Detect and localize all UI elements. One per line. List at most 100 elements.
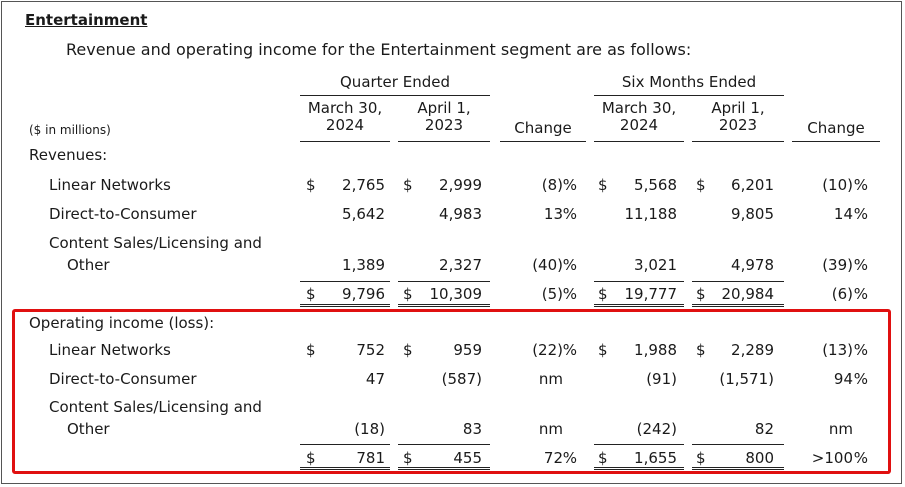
- revenue-row-value: 2,327: [439, 256, 482, 274]
- operating-row-value: 959: [453, 341, 482, 359]
- operating-row-value: 47: [365, 370, 385, 388]
- revenue-row-label-2: Other: [67, 256, 110, 274]
- revenue-total-row-six-change: (6): [831, 285, 853, 303]
- quarter-header-rule: [300, 95, 490, 96]
- revenue-row-value: 1,389: [342, 256, 385, 274]
- revenue-row-value: 5,642: [342, 205, 385, 223]
- subtotal-rule: [594, 281, 684, 282]
- revenue-total-row-six-pct: %: [853, 285, 868, 303]
- total-rule: [594, 467, 684, 470]
- header-rule: [692, 141, 784, 142]
- revenue-total-row-value: 19,777: [624, 285, 678, 303]
- revenue-total-row-value: 20,984: [721, 285, 775, 303]
- highlight-box: [12, 309, 891, 474]
- subtotal-rule: [692, 281, 784, 282]
- operating-total-row-value: 781: [356, 449, 385, 467]
- operating-row-label: Linear Networks: [49, 341, 171, 359]
- revenue-row-currency: $: [403, 176, 413, 194]
- revenue-row-six-change: (10): [822, 176, 853, 194]
- total-rule: [398, 304, 490, 307]
- operating-row-value: 752: [356, 341, 385, 359]
- revenue-row-quarter-change: (40): [532, 256, 563, 274]
- operating-total-row-value: 455: [453, 449, 482, 467]
- revenue-row-six-pct: %: [853, 256, 868, 274]
- revenue-row-currency: $: [306, 176, 316, 194]
- revenue-row-label: Direct-to-Consumer: [49, 205, 197, 223]
- operating-row-currency: $: [403, 341, 413, 359]
- six-header-rule: [594, 95, 784, 96]
- operating-row-six-pct: %: [853, 370, 868, 388]
- revenue-row-value: 4,978: [731, 256, 774, 274]
- col-s-cur: March 30, 2024: [601, 99, 677, 134]
- operating-row-value: (18): [354, 420, 385, 438]
- revenue-row-six-change: 14: [833, 205, 853, 223]
- revenue-row-value: 2,999: [439, 176, 482, 194]
- revenue-row-currency: $: [598, 176, 608, 194]
- operating-row-label: Direct-to-Consumer: [49, 370, 197, 388]
- subtotal-rule: [398, 281, 490, 282]
- revenue-total-row-currency: $: [306, 285, 316, 303]
- revenue-row-quarter-pct: %: [562, 176, 577, 194]
- operating-row-value: (91): [646, 370, 677, 388]
- revenue-row-quarter-pct: %: [562, 256, 577, 274]
- operating-total-row-six-pct: %: [853, 449, 868, 467]
- total-rule: [692, 304, 784, 307]
- revenue-total-row-currency: $: [696, 285, 706, 303]
- operating-row-currency: $: [306, 341, 316, 359]
- revenue-total-row-currency: $: [403, 285, 413, 303]
- col-q-prev: April 1, 2023: [417, 99, 471, 134]
- revenue-total-row-value: 10,309: [429, 285, 483, 303]
- col-q-change: Change: [514, 119, 572, 137]
- subtotal-rule: [398, 444, 490, 445]
- unit-note: ($ in millions): [29, 123, 111, 137]
- operating-row-currency: $: [696, 341, 706, 359]
- operating-row-value: 82: [754, 420, 774, 438]
- intro-text: Revenue and operating income for the Ent…: [66, 40, 692, 59]
- total-rule: [300, 467, 390, 470]
- operating-total-row-currency: $: [306, 449, 316, 467]
- operating-total-row-quarter-pct: %: [562, 449, 577, 467]
- col-s-prev: April 1, 2023: [711, 99, 765, 134]
- total-rule: [692, 467, 784, 470]
- section-title: Entertainment: [25, 11, 148, 29]
- revenue-row-label: Linear Networks: [49, 176, 171, 194]
- subtotal-rule: [300, 281, 390, 282]
- header-rule: [300, 141, 390, 142]
- operating-row-six-change: 94: [833, 370, 853, 388]
- col-q-cur: March 30, 2024: [307, 99, 383, 134]
- revenue-row-six-change: (39): [822, 256, 853, 274]
- revenue-total-row-quarter-pct: %: [562, 285, 577, 303]
- operating-row-label: Content Sales/Licensing and: [49, 398, 262, 416]
- six-months-header: Six Months Ended: [621, 73, 757, 91]
- revenue-row-value: 11,188: [624, 205, 678, 223]
- subtotal-rule: [300, 444, 390, 445]
- header-rule: [594, 141, 684, 142]
- revenue-row-six-pct: %: [853, 205, 868, 223]
- operating-row-quarter-change: nm: [538, 420, 563, 438]
- operating-total-row-six-change: >100: [811, 449, 853, 467]
- header-rule: [398, 141, 490, 142]
- revenue-total-row-quarter-change: (5): [541, 285, 563, 303]
- operating-row-six-pct: %: [853, 341, 868, 359]
- header-rule: [500, 141, 586, 142]
- operating-row-quarter-change: (22): [532, 341, 563, 359]
- total-rule: [300, 304, 390, 307]
- subtotal-rule: [594, 444, 684, 445]
- subtotal-rule: [692, 444, 784, 445]
- revenue-row-quarter-pct: %: [562, 205, 577, 223]
- operating-row-value: 2,289: [731, 341, 774, 359]
- revenue-total-row-currency: $: [598, 285, 608, 303]
- revenue-row-value: 2,765: [342, 176, 385, 194]
- revenue-row-quarter-change: (8): [541, 176, 563, 194]
- total-rule: [594, 304, 684, 307]
- operating-row-currency: $: [598, 341, 608, 359]
- revenue-row-label: Content Sales/Licensing and: [49, 234, 262, 252]
- revenues-label: Revenues:: [29, 146, 108, 164]
- operating-row-value: (1,571): [719, 370, 774, 388]
- header-rule: [792, 141, 880, 142]
- quarter-ended-header: Quarter Ended: [340, 73, 450, 91]
- operating-total-row-value: 1,655: [634, 449, 677, 467]
- operating-row-value: (242): [636, 420, 677, 438]
- operating-row-quarter-pct: %: [562, 341, 577, 359]
